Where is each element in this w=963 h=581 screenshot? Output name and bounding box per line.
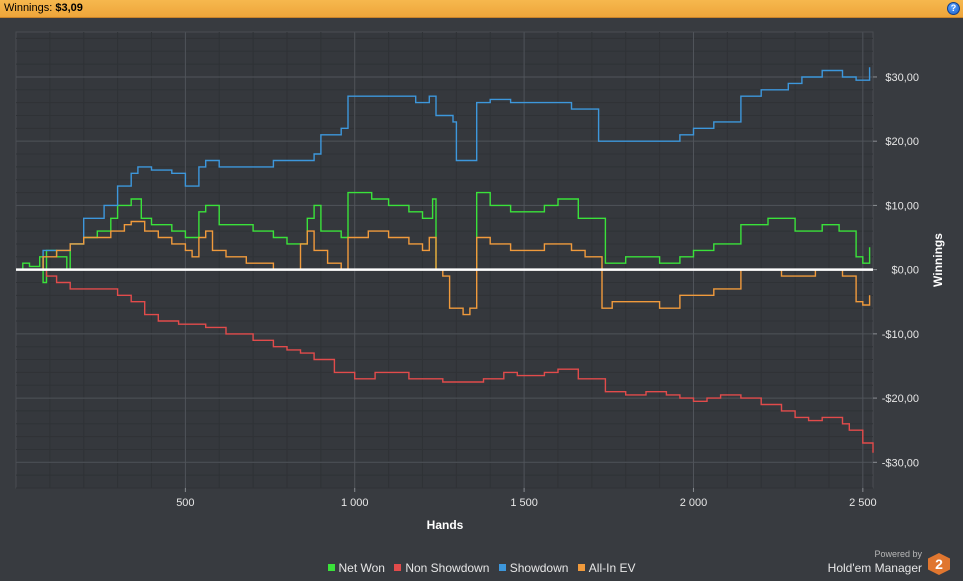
legend-swatch-non-showdown — [394, 564, 402, 571]
winnings-value: $3,09 — [55, 2, 83, 14]
legend-net-won[interactable]: Net Won — [327, 561, 385, 575]
legend-label: All-In EV — [588, 561, 636, 575]
legend-label: Non Showdown — [405, 561, 490, 575]
series-line-showdown — [16, 67, 871, 271]
chart-legend: Net Won Non Showdown Showdown All-In EV — [0, 561, 963, 575]
x-axis-ticks: 500 1 000 1 500 2 000 2 500 — [176, 488, 877, 509]
legend-showdown[interactable]: Showdown — [498, 561, 569, 575]
y-axis-ticks: $30,00 $20,00 $10,00 $0,00 -$10,00 -$20,00 -$3… — [873, 72, 919, 469]
legend-label: Showdown — [509, 561, 569, 575]
y-axis-label: Winnings — [931, 233, 945, 287]
x-tick-label: 500 — [176, 497, 194, 509]
x-tick-label: 1 000 — [341, 497, 369, 509]
y-tick-label: -$10,00 — [882, 329, 919, 341]
series-layer — [16, 67, 874, 453]
legend-non-showdown[interactable]: Non Showdown — [394, 561, 489, 575]
plot-area — [15, 31, 874, 489]
title-bar: Winnings: $3,09 ? — [0, 0, 963, 18]
brand-name: Hold'em Manager — [827, 561, 922, 575]
help-icon[interactable]: ? — [947, 2, 960, 15]
legend-swatch-showdown — [498, 564, 506, 571]
winnings-label: Winnings: — [4, 2, 53, 14]
series-line-non-showdown — [16, 268, 874, 453]
powered-by-text: Powered by — [874, 549, 922, 559]
y-tick-label: $20,00 — [885, 136, 919, 148]
y-tick-label: $0,00 — [891, 265, 919, 277]
x-tick-label: 2 500 — [849, 497, 877, 509]
legend-label: Net Won — [338, 561, 385, 575]
y-tick-label: -$20,00 — [882, 393, 919, 405]
y-tick-label: $30,00 — [885, 72, 919, 84]
legend-swatch-net-won — [327, 564, 335, 571]
x-axis-label: Hands — [427, 518, 464, 532]
x-tick-label: 2 000 — [680, 497, 708, 509]
legend-swatch-allin-ev — [577, 564, 585, 571]
y-tick-label: $10,00 — [885, 200, 919, 212]
hem2-logo-icon: 2 — [928, 553, 950, 575]
winnings-summary: Winnings: $3,09 — [4, 2, 83, 14]
y-tick-label: -$30,00 — [882, 457, 919, 469]
series-line-all-in-ev — [16, 220, 871, 316]
x-tick-label: 1 500 — [510, 497, 538, 509]
legend-allin-ev[interactable]: All-In EV — [577, 561, 636, 575]
